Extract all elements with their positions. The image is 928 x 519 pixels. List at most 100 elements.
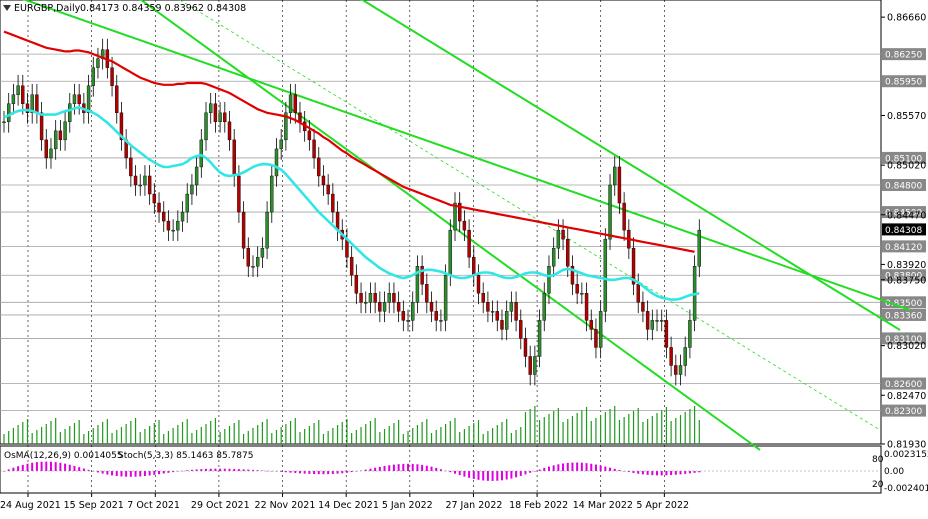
- indicator-scale-bottom: -0.002401: [884, 484, 928, 494]
- candle-body: [462, 220, 467, 231]
- volume-bar: [233, 423, 235, 444]
- osma-bar: [641, 471, 644, 475]
- osma-bar: [228, 468, 231, 471]
- volume-bar: [491, 428, 494, 444]
- osma-bar: [576, 462, 579, 471]
- candle-body: [425, 284, 429, 303]
- candle-body: [655, 320, 659, 322]
- osma-bar: [665, 471, 668, 476]
- osma-bar: [430, 466, 433, 471]
- osma-bar: [679, 471, 682, 475]
- price-tick-label: 0.83920: [887, 260, 926, 271]
- level-box: [882, 296, 926, 309]
- candle-body: [406, 320, 410, 322]
- candle-body: [209, 103, 213, 114]
- volume-bar: [31, 433, 33, 444]
- volume-bar: [412, 428, 414, 444]
- osma-bar: [54, 462, 57, 471]
- osma-bar: [247, 469, 250, 471]
- osma-bar: [186, 470, 189, 471]
- candle-body: [157, 202, 161, 213]
- osma-label: OsMA(12,26,9) 0.0014055: [4, 451, 123, 461]
- candle-body: [143, 175, 147, 186]
- volume-bar: [336, 425, 339, 444]
- volume-bar: [355, 430, 357, 444]
- osma-bar: [134, 471, 137, 477]
- volume-bar: [468, 426, 470, 444]
- volume-bar: [196, 430, 198, 444]
- volume-bar: [618, 420, 621, 444]
- candle-body: [514, 302, 518, 321]
- volume-bar: [238, 420, 240, 444]
- volume-bar: [177, 425, 179, 444]
- osma-bar: [214, 468, 217, 471]
- candle-body: [232, 139, 236, 177]
- level-label: 0.83800: [885, 272, 922, 282]
- volume-bar: [670, 421, 672, 444]
- candle-body: [387, 293, 391, 303]
- candle-body: [476, 275, 481, 294]
- candle-body: [392, 293, 396, 303]
- osma-bar: [82, 468, 85, 471]
- osma-bar: [468, 471, 471, 478]
- current-price-label: 0.84308: [885, 226, 922, 236]
- volume-bar: [647, 419, 649, 444]
- osma-bar: [308, 471, 311, 474]
- volume-bar: [266, 419, 268, 444]
- candle-body: [490, 311, 495, 313]
- date-label: 14 Dec 2021: [318, 500, 379, 511]
- volume-bar: [628, 414, 630, 444]
- osma-bar: [656, 471, 659, 476]
- osma-bar: [106, 471, 109, 475]
- volume-bar: [398, 420, 400, 444]
- volume-bar: [567, 419, 569, 444]
- volume-bar: [332, 428, 334, 444]
- volume-bar: [40, 427, 43, 444]
- volume-bar: [294, 418, 296, 444]
- osma-bar: [313, 471, 316, 475]
- volume-bar: [55, 418, 57, 444]
- candle-body: [53, 130, 58, 150]
- date-label: 14 Mar 2022: [573, 500, 633, 511]
- candle-body: [298, 112, 302, 123]
- candle-body: [636, 284, 640, 303]
- candle-body: [472, 256, 476, 276]
- volume-bar: [440, 427, 442, 444]
- osma-bar: [435, 467, 438, 471]
- osma-bar: [26, 463, 29, 471]
- osma-bar: [397, 464, 400, 471]
- level-label: 0.84120: [885, 243, 922, 253]
- volume-bar: [346, 419, 348, 444]
- osma-bar: [416, 464, 419, 471]
- volume-bar: [153, 423, 155, 444]
- osma-bar: [543, 468, 546, 471]
- volume-bar: [64, 429, 66, 444]
- osma-bar: [585, 463, 588, 471]
- volume-bar: [322, 434, 325, 444]
- osma-bar: [219, 468, 222, 471]
- dropdown-triangle-icon[interactable]: [3, 5, 11, 11]
- ma-slow-line: [3, 30, 695, 253]
- osma-bar: [96, 471, 99, 473]
- volume-bar: [595, 418, 597, 444]
- candle-body: [218, 112, 222, 123]
- channel-line: [22, 0, 911, 311]
- osma-bar: [21, 464, 24, 471]
- indicator-scale-zero: 0.00: [884, 467, 904, 477]
- osma-bar: [599, 465, 602, 471]
- candle-body: [500, 320, 504, 330]
- osma-bar: [632, 471, 635, 473]
- date-label: 15 Sep 2021: [64, 500, 124, 511]
- volume-bar: [698, 420, 700, 444]
- candle-body: [561, 229, 565, 240]
- osma-bar: [270, 471, 273, 472]
- candle-body: [194, 166, 199, 186]
- osma-bar: [143, 471, 146, 477]
- candle-body: [528, 356, 532, 375]
- osma-bar: [209, 468, 212, 471]
- stoch-level-20: 20: [872, 480, 884, 490]
- candle-body: [650, 320, 655, 330]
- candle-body: [401, 311, 406, 321]
